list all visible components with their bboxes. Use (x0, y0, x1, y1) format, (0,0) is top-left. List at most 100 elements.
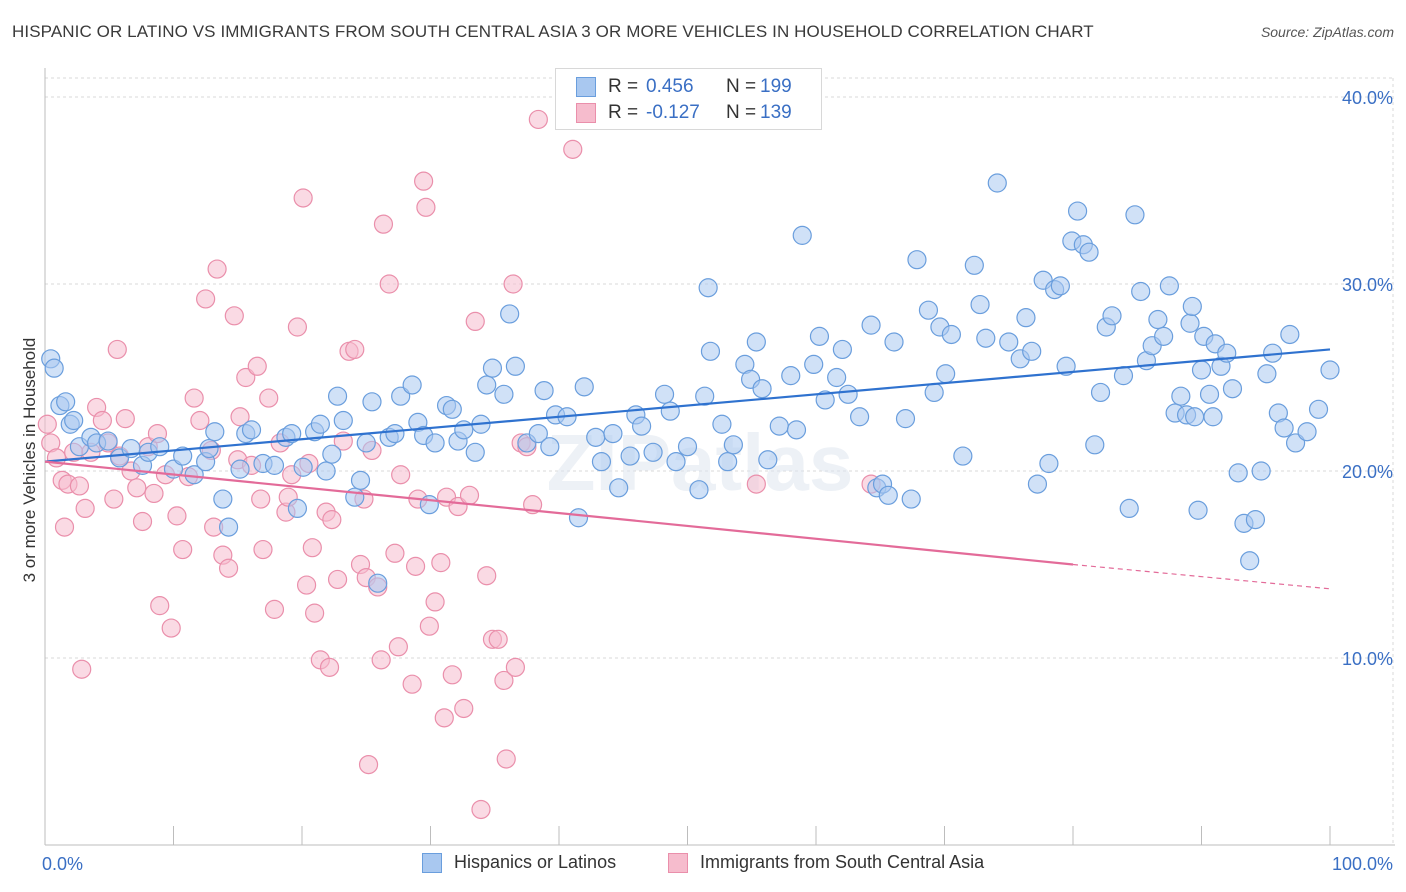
data-point (402, 375, 422, 395)
data-point (44, 358, 64, 378)
data-point (488, 629, 508, 649)
data-point (792, 225, 812, 245)
data-point (1102, 306, 1122, 326)
source-label: Source: ZipAtlas.com (1260, 24, 1394, 40)
data-point (345, 339, 365, 360)
data-point (37, 414, 57, 434)
data-point (132, 511, 153, 532)
data-point (1274, 418, 1294, 438)
data-point (322, 510, 342, 530)
data-point (293, 188, 313, 208)
data-point (849, 407, 870, 427)
data-point (718, 452, 738, 472)
data-point (442, 665, 462, 685)
data-point (1308, 399, 1329, 419)
trend-line-hispanic (44, 348, 1331, 463)
data-point (752, 379, 772, 399)
legend-item-hispanic[interactable]: Hispanics or Latinos (422, 852, 616, 873)
data-point (1185, 407, 1205, 427)
data-point (196, 289, 216, 309)
chart-title: HISPANIC OR LATINO VS IMMIGRANTS FROM SO… (12, 22, 1094, 41)
data-point (465, 311, 485, 331)
data-point (534, 380, 554, 401)
legend-r-value: -0.127 (646, 102, 700, 123)
data-point (918, 300, 939, 320)
data-point (471, 799, 491, 820)
data-point (861, 315, 881, 335)
axes (44, 68, 1395, 846)
data-point (54, 517, 75, 537)
data-point (1148, 309, 1168, 330)
data-point (769, 416, 789, 436)
data-point (218, 517, 239, 537)
data-point (953, 446, 973, 466)
data-point (218, 558, 239, 578)
data-point (368, 573, 388, 593)
legend-label-immigrants: Immigrants from South Central Asia (700, 852, 985, 872)
data-point (405, 556, 426, 576)
data-point (322, 444, 342, 464)
data-point (936, 364, 956, 384)
data-point (264, 455, 285, 475)
data-point (190, 410, 210, 431)
data-point (632, 416, 652, 436)
data-point (356, 433, 376, 453)
legend-swatch-hispanic (576, 77, 596, 97)
data-point (609, 478, 629, 498)
data-point (964, 255, 984, 275)
data-point (1222, 379, 1243, 399)
y-tick-label: 20.0% (1342, 462, 1393, 482)
legend-swatch-immigrants (576, 103, 596, 123)
y-tick-label: 10.0% (1342, 649, 1393, 669)
data-point (414, 171, 434, 191)
data-point (1050, 276, 1070, 296)
data-point (781, 366, 801, 386)
data-point (503, 274, 523, 294)
data-point (56, 392, 76, 412)
data-point (431, 553, 451, 573)
data-point (207, 259, 227, 279)
trend-line-immigrants-projection (1072, 563, 1331, 590)
data-point (316, 461, 336, 481)
data-point (1090, 382, 1111, 403)
data-point (712, 414, 732, 434)
data-point (496, 749, 516, 769)
data-point (895, 409, 916, 429)
data-point (1228, 463, 1248, 483)
data-point (385, 543, 405, 563)
data-point (1067, 201, 1088, 221)
data-point (689, 480, 709, 500)
data-point (425, 433, 445, 453)
data-point (236, 367, 256, 388)
data-point (1113, 366, 1134, 386)
series-legend: Hispanics or Latinos Immigrants from Sou… (0, 852, 1406, 878)
data-point (385, 424, 405, 444)
legend-row-hispanic: R = 0.456 N = 199 (576, 75, 792, 99)
data-point (173, 446, 193, 466)
data-point (1251, 461, 1271, 481)
legend-item-immigrants[interactable]: Immigrants from South Central Asia (668, 852, 984, 873)
data-point (695, 386, 715, 406)
data-point (1079, 242, 1099, 262)
data-point (72, 659, 92, 679)
data-point (327, 569, 348, 590)
data-point (477, 566, 497, 586)
data-point (379, 274, 399, 294)
data-point (528, 109, 548, 130)
y-tick-label: 40.0% (1342, 88, 1393, 108)
data-point (1056, 356, 1076, 376)
data-point (1039, 453, 1059, 474)
data-point (264, 599, 285, 619)
data-point (574, 377, 594, 397)
data-point (568, 508, 589, 528)
legend-r-label: R = (608, 102, 639, 123)
data-point (259, 388, 279, 408)
data-point (1245, 510, 1266, 530)
data-point (832, 339, 852, 360)
data-point (1016, 308, 1036, 328)
data-point (230, 407, 250, 427)
data-point (586, 427, 606, 447)
legend-r-value: 0.456 (646, 76, 694, 97)
data-point (1022, 341, 1042, 361)
data-point (92, 410, 112, 431)
